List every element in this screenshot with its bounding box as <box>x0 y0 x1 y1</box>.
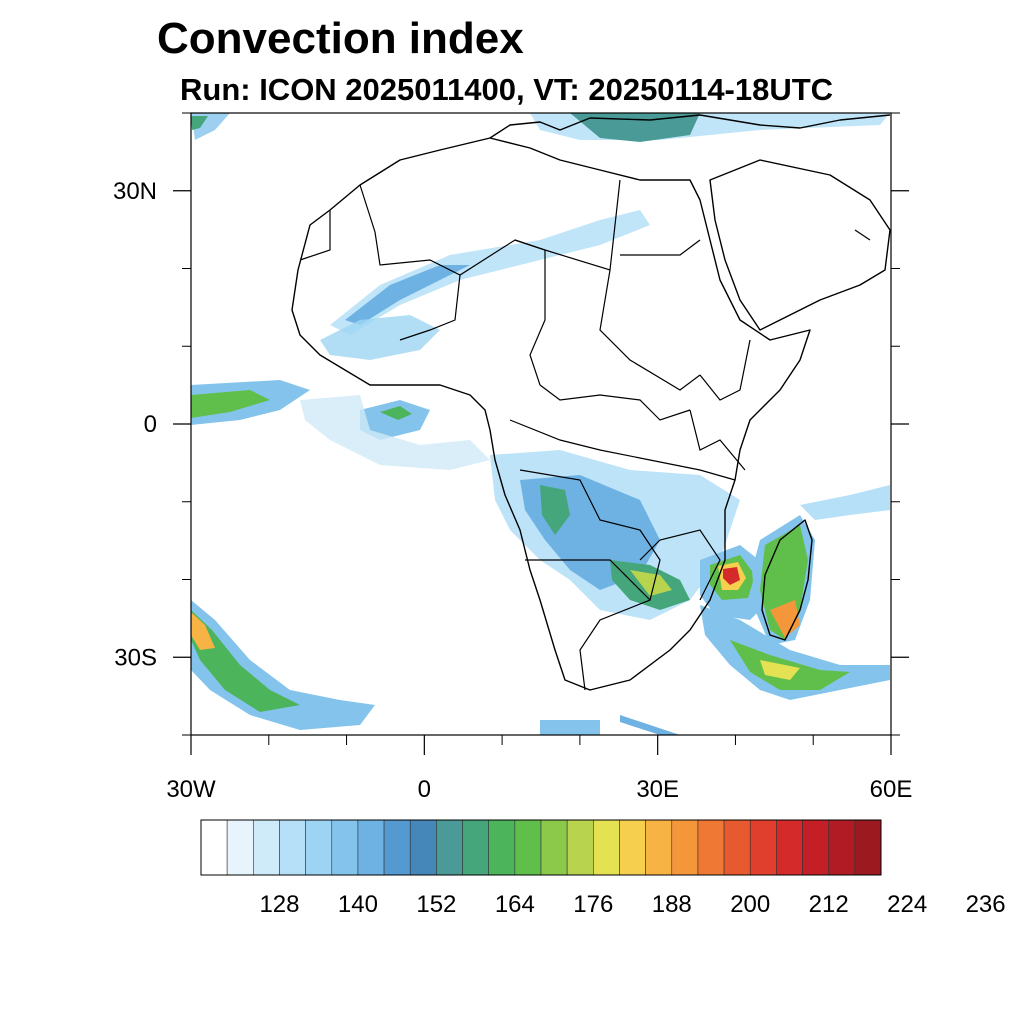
colorbar-swatch <box>566 819 594 876</box>
contour-se-ocean-hot <box>760 660 800 680</box>
colorbar-swatch <box>749 819 777 876</box>
colorbar-swatch <box>671 819 699 876</box>
madagascar-coastline <box>761 519 813 641</box>
europe-coastline <box>489 114 891 139</box>
contour-cyclone-core <box>723 567 740 585</box>
colorbar-swatch <box>723 819 751 876</box>
colorbar-swatch <box>854 819 882 876</box>
colorbar-label: 176 <box>573 891 613 918</box>
country-borders <box>299 179 871 691</box>
colorbar-swatch <box>436 819 463 876</box>
colorbar-swatch <box>802 819 829 876</box>
colorbar-label: 224 <box>887 891 927 918</box>
colorbar-swatch <box>200 819 228 876</box>
contour-sahara-core <box>345 265 470 325</box>
colorbar-swatch <box>593 819 620 876</box>
colorbar-label: 236 <box>966 891 1006 918</box>
lon-tick-label: 30E <box>636 776 679 803</box>
contour-south-streak <box>620 715 680 735</box>
contour-angola-core <box>540 485 570 535</box>
colorbar-swatch <box>226 819 254 876</box>
colorbar-swatch <box>305 819 333 876</box>
colorbar-swatch <box>514 819 542 876</box>
colorbar: 128 140 152 164 176 188 200 212 224 236 <box>200 819 1006 918</box>
colorbar-label: 128 <box>259 891 299 918</box>
africa-coastline <box>291 137 811 691</box>
contour-nw-corner-core <box>191 116 208 130</box>
colorbar-frame <box>200 819 882 876</box>
contour-madagascar-east <box>800 485 890 520</box>
colorbar-swatch <box>776 819 803 876</box>
lon-tick-label: 0 <box>418 776 431 803</box>
contour-se-ocean-core <box>730 640 850 690</box>
lon-tick-label: 30W <box>166 776 216 803</box>
lon-tick-label: 60E <box>870 776 913 803</box>
colorbar-swatch <box>409 819 437 876</box>
colorbar-label: 164 <box>495 891 535 918</box>
colorbar-label: 140 <box>338 891 378 918</box>
contour-south-atlantic-core <box>191 610 300 712</box>
convection-field <box>191 113 890 735</box>
coastlines <box>291 114 891 691</box>
colorbar-swatch <box>383 819 411 876</box>
axis-tick-labels: 30N 0 30S 30W 0 30E 60E <box>113 178 912 803</box>
map-subtitle: Run: ICON 2025011400, VT: 20250114-18UTC <box>180 72 834 107</box>
colorbar-label: 152 <box>416 891 456 918</box>
colorbar-swatch <box>645 819 673 876</box>
colorbar-swatch <box>253 819 280 876</box>
contour-mediterranean-core <box>570 113 700 142</box>
contour-atlantic-equatorial-core <box>191 390 270 418</box>
contour-south-atlantic-hot <box>191 612 215 650</box>
contour-sahara-streak <box>330 210 650 335</box>
contour-equatorial-scatter <box>300 395 490 470</box>
colorbar-swatch <box>697 819 725 876</box>
colorbar-swatch <box>828 819 856 876</box>
colorbar-swatch <box>279 819 306 876</box>
contour-gulf-guinea <box>360 400 430 440</box>
lat-tick-label: 30N <box>113 178 157 205</box>
colorbar-label: 200 <box>730 891 770 918</box>
arabia-coastline <box>709 159 891 331</box>
colorbar-swatch <box>357 819 385 876</box>
colorbar-swatch <box>462 819 489 876</box>
contour-zimbabwe-core <box>630 570 672 596</box>
lat-tick-label: 0 <box>144 411 157 438</box>
colorbar-label: 212 <box>809 891 849 918</box>
contour-west-africa <box>320 315 440 360</box>
colorbar-swatch <box>488 819 516 876</box>
lat-tick-label: 30S <box>114 644 157 671</box>
colorbar-swatch <box>619 819 646 876</box>
colorbar-swatch <box>331 819 359 876</box>
axis-ticks <box>173 112 909 755</box>
contour-southern-tip <box>540 720 600 735</box>
contour-gulf-guinea-core <box>380 406 412 420</box>
map-title: Convection index <box>157 14 524 63</box>
colorbar-swatch <box>540 819 568 876</box>
colorbar-label: 188 <box>652 891 692 918</box>
contour-madagascar-hot <box>770 600 800 638</box>
